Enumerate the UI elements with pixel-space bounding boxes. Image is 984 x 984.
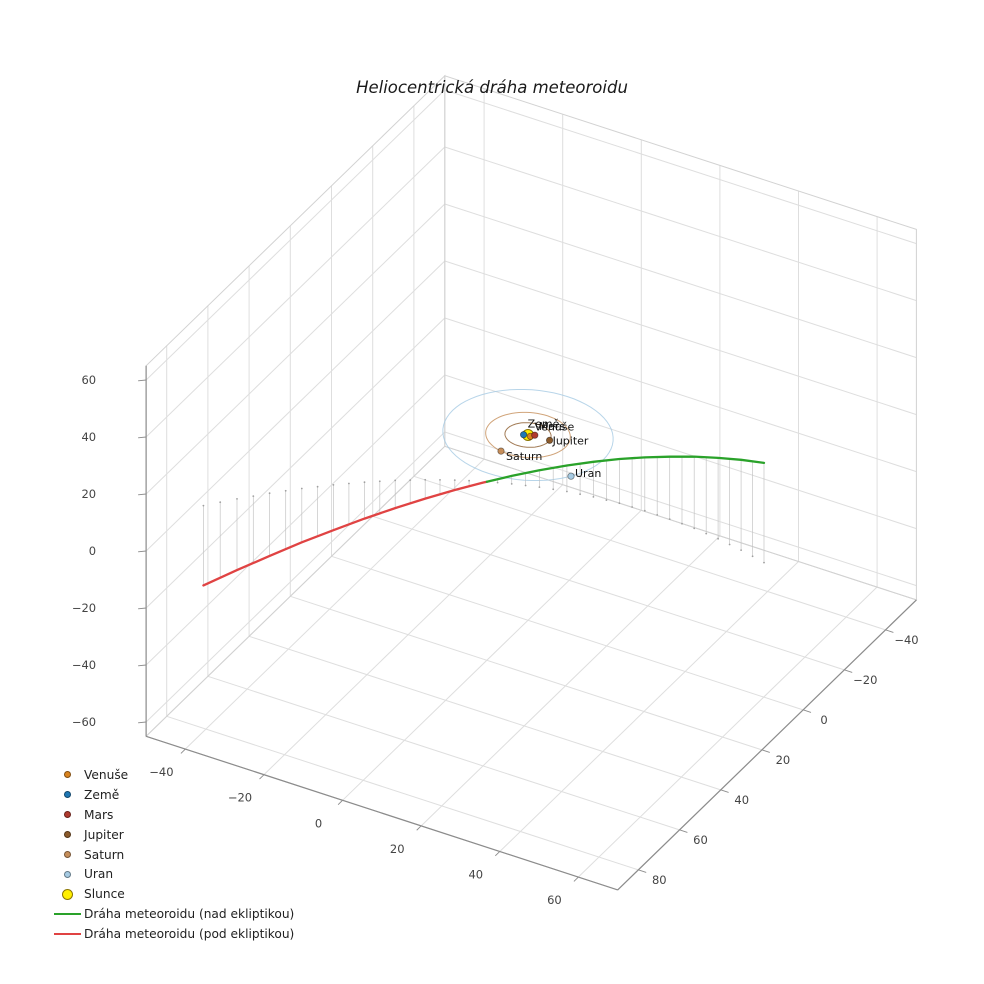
tick-marks: [138, 379, 894, 882]
tick-label: −40: [72, 658, 96, 672]
legend-item-label: Slunce: [84, 887, 125, 902]
planet-saturn: [497, 447, 505, 455]
planet-label-jupiter: Jupiter: [552, 434, 589, 447]
planet-uran: [567, 472, 575, 480]
planet-label-zeme: Země: [528, 418, 560, 431]
legend-item: Dráha meteoroidu (pod ekliptikou): [52, 924, 294, 944]
legend-item-label: Země: [84, 787, 120, 802]
legend-dot-swatch: [63, 851, 71, 858]
legend-dot-swatch: [63, 811, 71, 819]
planet-mars: [531, 431, 539, 439]
tick-label: 60: [693, 833, 708, 847]
legend-dot-swatch: [63, 831, 71, 839]
legend-dot-swatch: [63, 771, 71, 779]
orbit-saturn: [485, 411, 571, 459]
grid-lines: [145, 88, 917, 878]
tick-label: −20: [72, 601, 96, 615]
legend-item-label: Jupiter: [84, 827, 124, 842]
legend-item: Saturn: [52, 845, 294, 865]
tick-label: 80: [652, 873, 667, 887]
tick-label: −20: [853, 673, 877, 687]
tick-label: 40: [81, 430, 96, 444]
legend-item: Dráha meteoroidu (nad ekliptikou): [52, 904, 294, 924]
legend: Venuše Země Mars Jupiter Saturn Uran Slunce Drá…: [52, 765, 294, 944]
legend-item: Venuše: [52, 765, 294, 785]
legend-dot-swatch: [63, 870, 71, 878]
tick-label: 20: [776, 753, 791, 767]
legend-item-label: Mars: [84, 807, 114, 822]
legend-marker: [52, 831, 82, 839]
planet-zeme: [519, 431, 528, 439]
planet-label-mars: Mars: [539, 420, 566, 433]
tick-label: 60: [81, 373, 96, 387]
orbit-uran: [442, 389, 614, 481]
tick-label: 20: [390, 842, 405, 856]
trajectory-stems: [202, 456, 765, 586]
legend-item-label: Venuše: [84, 767, 129, 782]
tick-label: −40: [894, 633, 918, 647]
orbit-jupiter: [504, 422, 552, 448]
legend-marker: [52, 912, 82, 916]
planet-label-saturn: Saturn: [506, 450, 542, 463]
legend-marker: [52, 888, 82, 900]
planet-jupiter: [545, 436, 554, 444]
tick-label: 60: [547, 893, 562, 907]
legend-marker: [52, 932, 82, 936]
legend-item: Země: [52, 785, 294, 805]
y-tick-labels: −40 −20 0 20 40 60 80: [652, 633, 919, 887]
tick-label: 0: [315, 816, 322, 830]
z-tick-labels: −60 −40 −20 0 20 40 60: [72, 373, 96, 729]
tick-label: 20: [81, 487, 96, 501]
legend-dot-swatch: [61, 888, 73, 900]
tick-label: −40: [149, 765, 173, 779]
tick-label: 40: [468, 868, 483, 882]
legend-item-label: Dráha meteoroidu (nad ekliptikou): [84, 907, 295, 922]
legend-item: Slunce: [52, 884, 294, 904]
legend-line-swatch: [53, 912, 81, 916]
legend-item: Mars: [52, 805, 294, 825]
tick-label: 0: [820, 713, 827, 727]
legend-item: Uran: [52, 864, 294, 884]
chart-title: Heliocentrická dráha meteoroidu: [356, 78, 628, 97]
legend-item-label: Dráha meteoroidu (pod ekliptikou): [84, 927, 295, 942]
legend-line-swatch: [53, 932, 81, 936]
bodies: [497, 429, 575, 480]
legend-item-label: Uran: [84, 867, 114, 882]
trajectory-below-ecliptic-line: [202, 480, 489, 587]
legend-item-label: Saturn: [84, 847, 125, 862]
legend-marker: [52, 771, 82, 779]
planet-label-uran: Uran: [575, 467, 601, 480]
tick-label: −20: [228, 791, 252, 805]
x-tick-labels: −40 −20 0 20 40 60: [149, 765, 561, 907]
legend-marker: [52, 791, 82, 799]
tick-label: −60: [72, 715, 96, 729]
legend-marker: [52, 870, 82, 878]
legend-item: Jupiter: [52, 825, 294, 845]
legend-marker: [52, 851, 82, 858]
tick-label: 40: [734, 793, 749, 807]
tick-label: 0: [89, 544, 96, 558]
trajectory-above-ecliptic-line: [485, 455, 766, 483]
legend-dot-swatch: [63, 791, 71, 799]
planet-label-venuse: Venuše: [534, 420, 574, 433]
legend-marker: [52, 811, 82, 819]
